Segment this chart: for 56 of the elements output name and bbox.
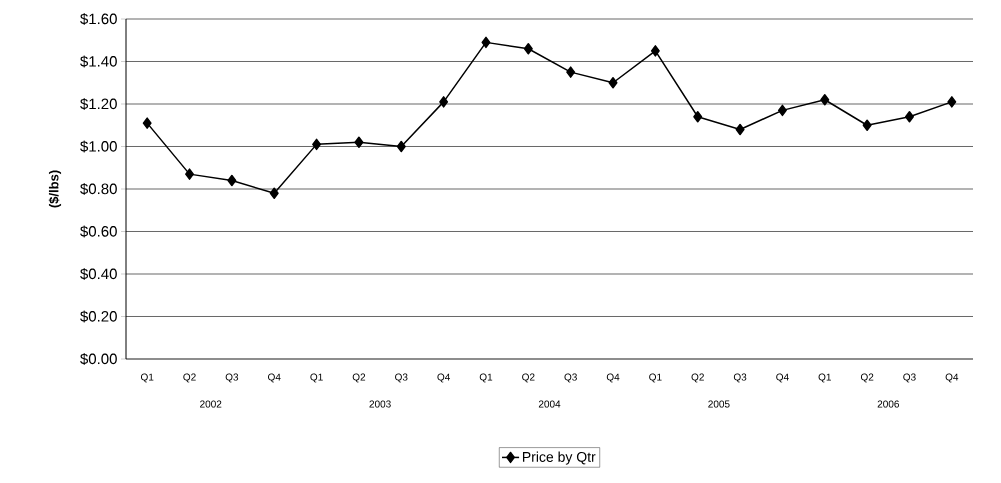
point bbox=[904, 111, 914, 123]
x-tick-label: Q1 bbox=[649, 373, 662, 383]
point bbox=[227, 174, 237, 187]
x-tick-label: Q4 bbox=[268, 373, 281, 383]
x-tick-label: Q1 bbox=[310, 373, 323, 383]
point bbox=[608, 77, 618, 89]
x-tick-label: Q4 bbox=[437, 373, 451, 383]
x-tick-label: Q1 bbox=[818, 373, 831, 383]
point bbox=[693, 111, 703, 123]
y-tick-label: $1.00 bbox=[80, 140, 117, 153]
y-tick-label: $0.20 bbox=[80, 310, 117, 323]
point bbox=[650, 45, 660, 57]
y-tick-label: $0.00 bbox=[80, 352, 117, 366]
x-tick-label: Q3 bbox=[733, 373, 747, 383]
point bbox=[142, 117, 152, 129]
y-tick-label: $1.20 bbox=[80, 97, 117, 111]
x-tick-label: Q2 bbox=[691, 373, 704, 383]
point bbox=[862, 119, 872, 131]
point bbox=[185, 168, 195, 180]
legend-label: Price by Qtr bbox=[522, 451, 596, 465]
x-tick-label: Q3 bbox=[564, 373, 577, 383]
point bbox=[777, 104, 787, 117]
point bbox=[396, 140, 406, 153]
point bbox=[566, 66, 576, 78]
y-tick-label: $1.60 bbox=[80, 12, 117, 26]
point bbox=[947, 96, 957, 108]
x-tick-label: Q4 bbox=[606, 373, 620, 383]
point bbox=[354, 136, 364, 148]
x-tick-label: Q3 bbox=[395, 373, 408, 383]
x-tick-label: Q2 bbox=[522, 373, 535, 383]
text: 2004 bbox=[538, 400, 561, 408]
y-tick-label: $0.80 bbox=[80, 182, 117, 196]
x-tick-label: Q3 bbox=[903, 373, 916, 383]
text: 2005 bbox=[708, 400, 730, 408]
text: 2002 bbox=[200, 400, 222, 408]
point bbox=[312, 138, 322, 151]
point bbox=[481, 36, 491, 49]
x-tick-label: Q3 bbox=[225, 373, 239, 383]
x-tick-label: Q4 bbox=[776, 373, 789, 383]
text: 2006 bbox=[877, 400, 899, 408]
x-tick-label: Q2 bbox=[352, 373, 366, 383]
x-tick-label: Q2 bbox=[183, 373, 196, 383]
y-tick-label: $1.40 bbox=[80, 55, 117, 68]
point bbox=[820, 94, 830, 106]
y-axis-title: ($/lbs) bbox=[48, 170, 62, 208]
x-tick-label: Q1 bbox=[140, 373, 154, 383]
point bbox=[269, 187, 279, 199]
point bbox=[439, 96, 449, 108]
point bbox=[523, 43, 533, 55]
y-tick-label: $0.60 bbox=[80, 225, 117, 238]
text: 2003 bbox=[369, 400, 391, 408]
x-tick-label: Q1 bbox=[479, 373, 493, 383]
x-tick-label: Q4 bbox=[945, 373, 959, 383]
x-tick-label: Q2 bbox=[860, 373, 874, 383]
point bbox=[735, 123, 745, 136]
y-tick-label: $0.40 bbox=[80, 267, 117, 281]
